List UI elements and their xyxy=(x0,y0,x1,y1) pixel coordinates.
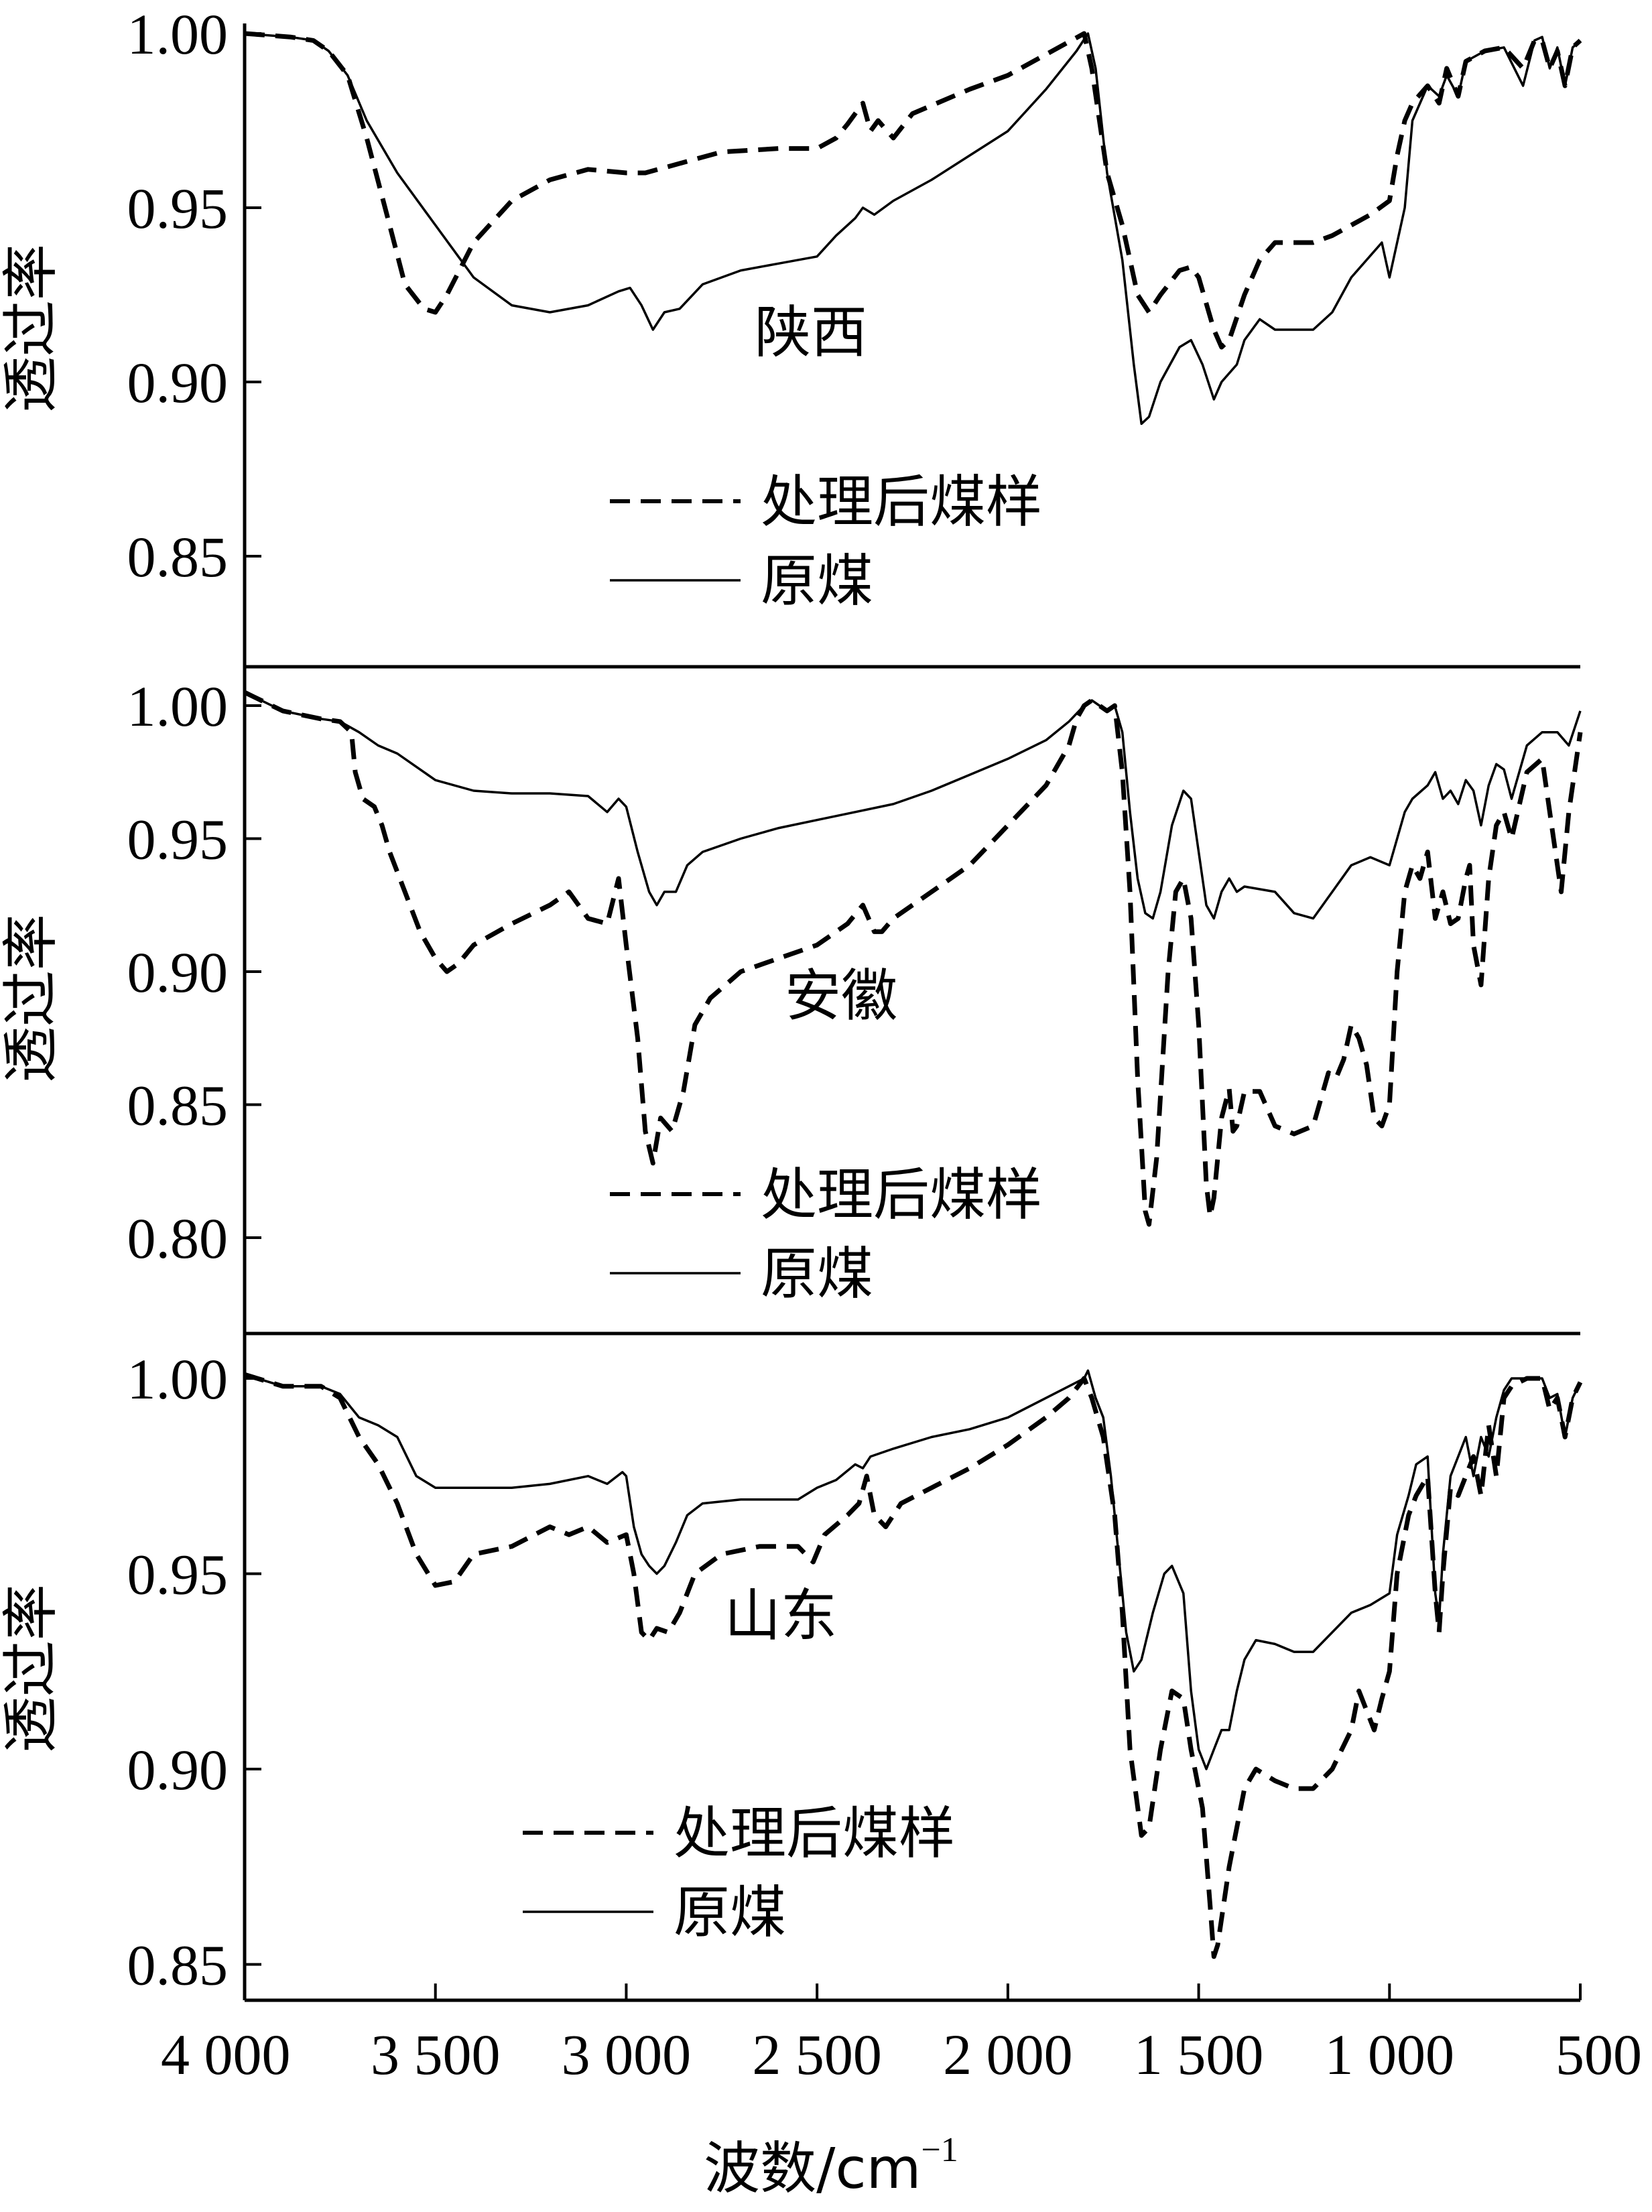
legend-label: 原煤 xyxy=(674,1880,786,1945)
x-tick-label: 2 500 xyxy=(752,2022,882,2087)
series-line-raw xyxy=(244,32,1582,426)
region-label: 安徽 xyxy=(785,963,897,1029)
x-tick-label: 500 xyxy=(1555,2022,1642,2087)
x-tick-label: 3 500 xyxy=(371,2022,501,2087)
y-tick-label: 1.00 xyxy=(127,1347,229,1411)
legend-label: 处理后煤样 xyxy=(761,469,1042,535)
y-axis-label: 透过率 xyxy=(0,244,64,413)
y-tick-label: 0.80 xyxy=(127,1206,229,1271)
x-axis-label: 波数/cm−1 xyxy=(704,2131,958,2201)
series-line-treated xyxy=(243,1372,1583,1959)
x-tick-label: 2 000 xyxy=(943,2022,1073,2087)
y-tick-label: 0.90 xyxy=(127,1738,229,1802)
y-tick-label: 0.95 xyxy=(127,807,229,872)
y-tick-label: 0.90 xyxy=(127,350,229,415)
x-tick-label: 1 000 xyxy=(1325,2022,1455,2087)
y-tick-label: 0.85 xyxy=(127,1074,229,1138)
x-tick-label: 1 500 xyxy=(1134,2022,1264,2087)
series-line-treated xyxy=(243,690,1583,1227)
x-tick-label: 4 000 xyxy=(161,2022,291,2087)
legend-label: 处理后煤样 xyxy=(674,1801,955,1866)
y-tick-label: 0.95 xyxy=(127,1543,229,1607)
x-tick-label: 3 000 xyxy=(562,2022,692,2087)
y-axis-label: 透过率 xyxy=(0,1584,64,1753)
y-axis-label: 透过率 xyxy=(0,914,64,1083)
legend-label: 处理后煤样 xyxy=(761,1162,1042,1228)
legend-label: 原煤 xyxy=(761,548,873,614)
series-line-raw xyxy=(244,691,1582,920)
region-label: 陕西 xyxy=(755,300,867,365)
y-tick-label: 1.00 xyxy=(127,674,229,738)
y-tick-label: 1.00 xyxy=(127,2,229,66)
y-tick-label: 0.90 xyxy=(127,940,229,1004)
series-line-raw xyxy=(244,1369,1582,1770)
y-tick-label: 0.85 xyxy=(127,1933,229,1998)
y-tick-label: 0.85 xyxy=(127,525,229,589)
legend-label: 原煤 xyxy=(761,1241,873,1307)
region-label: 山东 xyxy=(724,1583,837,1648)
y-tick-label: 0.95 xyxy=(127,176,229,241)
